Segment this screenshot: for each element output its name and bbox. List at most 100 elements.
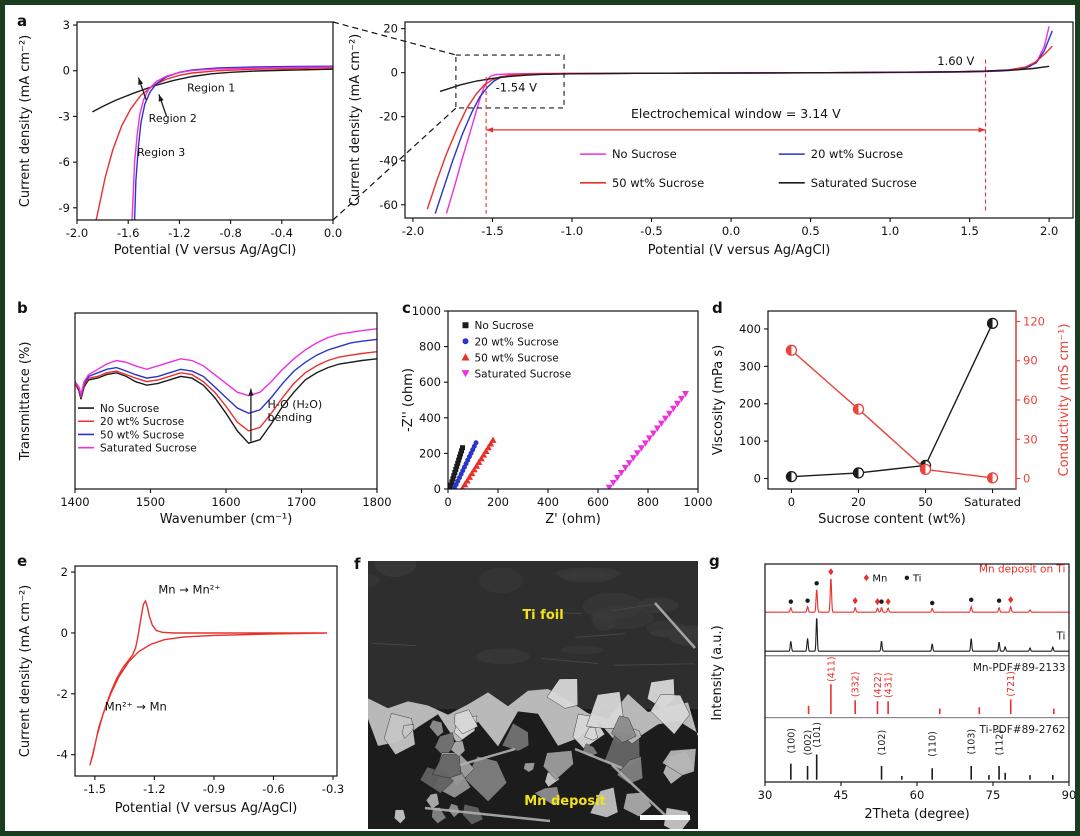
legend-label: 50 wt% Sucrose [612, 176, 704, 190]
x-tick-label: 0.0 [722, 224, 740, 238]
x-tick-label: -0.4 [271, 226, 293, 240]
x-tick-label: 0.0 [324, 226, 342, 240]
chart-c-eis-nyquist: 0 200 400 600 800 1000 0 200 400 600 800 1000 Z' (oh… [401, 304, 713, 527]
panel-c: c 0 200 400 600 800 1000 0 200 400 600 800 1000 Z' (… [398, 297, 713, 543]
y2-tick-label: 90 [1023, 354, 1038, 368]
arrow-head [978, 127, 986, 133]
xrd-hkl-label: (721) [1006, 671, 1017, 697]
plot-frame [74, 565, 338, 777]
annotation-text: Mn²⁺ → Mn [105, 700, 167, 714]
panel-letter-f: f [354, 555, 361, 573]
y-tick-label: 2 [61, 565, 68, 579]
y-tick-label: -6 [59, 155, 70, 169]
x-tick-label: 30 [758, 788, 773, 802]
plot-frame [76, 21, 334, 221]
chart-d-viscosity-conductivity: 0 20 50 Saturated01002003004000306090120Suc… [711, 310, 1072, 527]
legend-label: Saturated Sucrose [475, 368, 572, 380]
x-tick-label: -0.9 [203, 782, 225, 796]
arrow-head [248, 388, 254, 396]
x-axis-label: Potential (V versus Ag/AgCl) [114, 243, 297, 258]
y-tick-label: 300 [739, 359, 761, 373]
series-20-wt%-sucrose [133, 65, 333, 220]
xrd-hkl-label: (102) [877, 730, 888, 756]
x-axis-label: Z' (ohm) [545, 512, 601, 527]
xrd-hkl-label: (332) [851, 672, 862, 698]
sem-micrograph [368, 561, 698, 829]
arrow-head [486, 127, 494, 133]
x-tick-label: -0.3 [322, 782, 344, 796]
plot-frame [74, 312, 378, 490]
chart-e-cv-mn-plating: -1.5 -1.2 -0.9 -0.6 -0.3 2 0 -2 -4 Potential (V v… [18, 565, 344, 816]
x-tick-label: 2.0 [1040, 224, 1058, 238]
x-tick-label: -0.6 [262, 782, 284, 796]
zoom-connector-top [332, 21, 457, 56]
series-layer [89, 599, 328, 766]
x-tick-label: 200 [487, 495, 509, 509]
xrd-hkl-label: (112) [995, 730, 1006, 756]
y-tick-label: -2 [57, 687, 68, 701]
series-layer [75, 328, 377, 444]
annotation-text: Mn → Mn²⁺ [158, 582, 220, 596]
y2-tick-label: 0 [1023, 472, 1030, 486]
plot-frame [767, 310, 1017, 490]
x-tick-label: 1600 [211, 495, 240, 509]
xrd-hkl-label: (103) [967, 729, 978, 755]
xrd-hkl-label: (411) [826, 656, 837, 682]
chart-b-ftir: 1400 1500 1600 1700 1800 Wavenumber (cm⁻¹) Tra… [18, 312, 392, 527]
y-axis-label: Intensity (a.u.) [710, 625, 725, 720]
series-layer [448, 390, 689, 489]
panel-f: f Ti foil Mn deposit [350, 553, 702, 831]
y-tick-label: 0 [391, 66, 398, 80]
x-axis-label: Potential (V versus Ag/AgCl) [648, 243, 831, 258]
chart-g-xrd: (411) (332) (422) (431) (721) (100) (002)(101)… [710, 563, 1077, 822]
panel-b: b 1400 1500 1600 1700 1800 Wavenumber (cm⁻¹) T… [13, 297, 393, 543]
series-saturated-sucrose [92, 68, 333, 113]
y-tick-label: 400 [419, 411, 441, 425]
plot-frame [404, 21, 1074, 219]
y-tick-label: 0 [61, 626, 68, 640]
y-tick-label: 3 [63, 18, 70, 32]
x-tick-label: -1.6 [117, 226, 139, 240]
y-tick-label: 200 [739, 397, 761, 411]
y-tick-label: 0 [434, 482, 441, 496]
x-axis-label: Wavenumber (cm⁻¹) [160, 512, 293, 527]
panel-letter-g: g [709, 552, 720, 570]
x-tick-label: -1.2 [143, 782, 165, 796]
x-tick-label: -1.0 [561, 224, 583, 238]
x-tick-label: 1400 [60, 495, 89, 509]
x-tick-label: -0.5 [640, 224, 662, 238]
zoom-region-box [455, 54, 565, 109]
x-tick-label: 90 [1062, 788, 1077, 802]
x-tick-label: 1500 [136, 495, 165, 509]
x-tick-label: 1.5 [960, 224, 978, 238]
annotation-text: Region 1 [187, 81, 235, 94]
x-axis-label: Sucrose content (wt%) [818, 512, 966, 527]
x-tick-label: -1.5 [481, 224, 503, 238]
y-tick-label: 20 [383, 22, 398, 36]
y-tick-label: -20 [379, 110, 398, 124]
y-tick-label: 200 [419, 446, 441, 460]
panel-a-left: a -2.0 -1.6 -1.2 -0.8 -0.4 0.0 3 0 -3 -6 -9 Potenti… [13, 10, 343, 282]
annotation-text: bending [268, 411, 313, 424]
y-tick-label: -40 [379, 154, 398, 168]
xrd-hkl-label: (101) [812, 722, 823, 748]
x-tick-label: 1700 [287, 495, 316, 509]
x-tick-label: 50 [918, 495, 933, 509]
y-axis-label: Current density (mA cm⁻²) [348, 34, 363, 206]
x-tick-label: 60 [910, 788, 925, 802]
y-tick-label: 0 [63, 64, 70, 78]
series-layer [785, 317, 999, 484]
panel-letter-d: d [712, 299, 723, 317]
y-tick-label: 600 [419, 375, 441, 389]
x-tick-label: 0 [788, 495, 795, 509]
series-no-sucrose [131, 66, 333, 220]
xrd-legend-label: Mn [872, 573, 887, 584]
y-tick-label: -60 [379, 198, 398, 212]
legend-label: No Sucrose [612, 147, 677, 161]
xrd-trace-mn-deposit-on-ti [765, 578, 1069, 613]
y-tick-label: 1000 [412, 304, 441, 318]
annotation-text: 1.60 V [937, 54, 974, 68]
panel-g: g (411) (332) (422) (431) (721) (100) (002) (10… [705, 550, 1077, 831]
series-layer [92, 65, 333, 220]
annotation-text: Region 3 [137, 146, 185, 159]
